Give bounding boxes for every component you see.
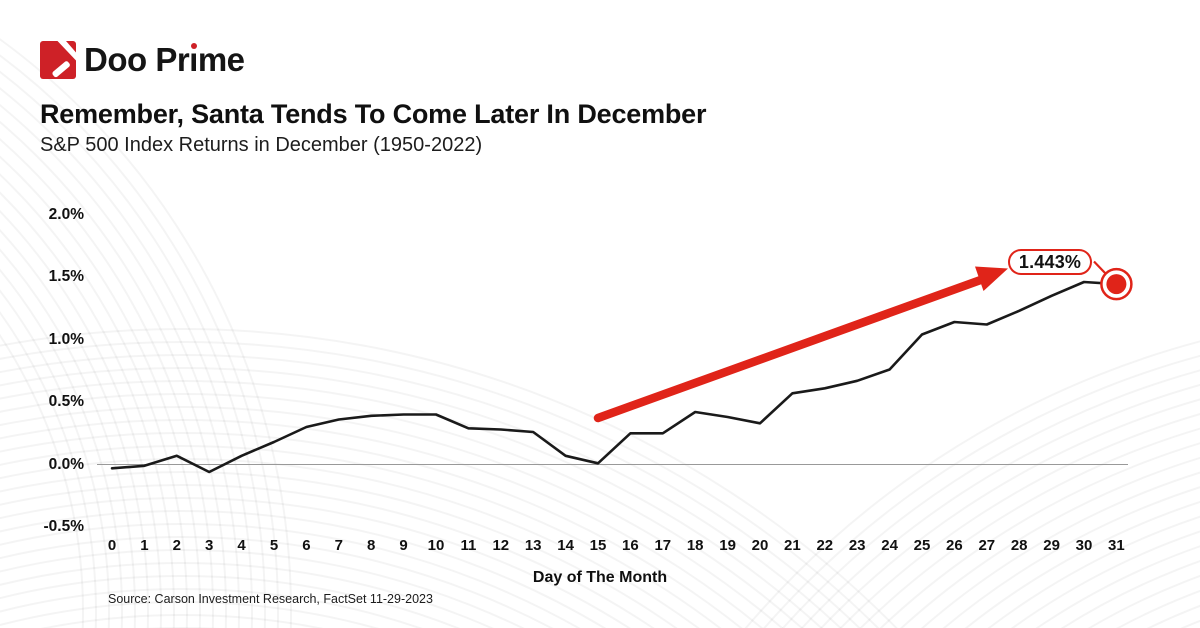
- y-tick-label: 2.0%: [48, 205, 84, 223]
- callout-value-badge: 1.443%: [1008, 249, 1092, 275]
- page-subtitle: S&P 500 Index Returns in December (1950-…: [40, 134, 483, 156]
- x-axis-title: Day of The Month: [532, 569, 668, 586]
- source-note: Source: Carson Investment Research, Fact…: [108, 592, 433, 606]
- x-tick-label: 11: [460, 537, 477, 554]
- x-tick-label: 18: [686, 537, 704, 554]
- y-tick-label: 1.5%: [48, 268, 84, 285]
- x-tick-label: 10: [427, 537, 445, 554]
- x-tick-label: 26: [946, 537, 963, 554]
- x-tick-label: 16: [622, 537, 639, 554]
- x-tick-label: 19: [719, 537, 736, 554]
- x-tick-label: 13: [524, 537, 542, 554]
- brand-name: Doo Prı me: [84, 41, 245, 78]
- brand-i-dot: [190, 43, 197, 49]
- y-tick-label: 0.5%: [48, 393, 84, 410]
- endpoint-dot: [1106, 274, 1127, 295]
- x-tick-label: 23: [848, 537, 866, 554]
- x-tick-label: 30: [1075, 537, 1093, 554]
- x-tick-label: 29: [1043, 537, 1060, 554]
- x-tick-label: 25: [913, 537, 931, 554]
- x-tick-label: 15: [589, 537, 607, 554]
- x-tick-label: 17: [654, 537, 672, 554]
- x-tick-label: 4: [237, 537, 246, 554]
- sp500-december-return-line: [110, 280, 1118, 474]
- x-tick-label: 12: [492, 537, 510, 554]
- x-tick-label: 21: [784, 537, 801, 554]
- x-tick-label: 31: [1108, 537, 1125, 554]
- x-tick-label: 8: [367, 537, 376, 554]
- y-tick-label: 1.0%: [48, 330, 84, 348]
- callout-value-text: 1.443%: [1018, 251, 1082, 272]
- x-tick-label: 2: [172, 537, 181, 554]
- x-tick-label: 7: [334, 537, 343, 554]
- x-tick-label: 3: [205, 537, 214, 554]
- x-tick-label: 24: [881, 537, 898, 554]
- x-tick-label: 28: [1010, 537, 1028, 554]
- y-tick-label: 0.0%: [48, 455, 84, 473]
- x-tick-label: 9: [399, 537, 408, 554]
- callout-connector-line: [1093, 260, 1107, 275]
- x-tick-label: 0: [107, 537, 117, 554]
- doo-prime-logo: Doo Prı me: [40, 41, 245, 79]
- doo-prime-logo-icon: [40, 41, 76, 79]
- page-title: Remember, Santa Tends To Come Later In D…: [40, 99, 707, 129]
- x-tick-label: 27: [978, 537, 996, 554]
- x-tick-label: 14: [557, 537, 574, 554]
- x-tick-label: 5: [269, 537, 279, 554]
- x-tick-label: 1: [140, 537, 149, 554]
- y-tick-label: -0.5%: [43, 518, 85, 535]
- trend-arrow: [593, 266, 1008, 423]
- x-tick-label: 20: [751, 537, 769, 554]
- x-tick-label: 22: [816, 537, 834, 554]
- x-tick-label: 6: [302, 537, 311, 554]
